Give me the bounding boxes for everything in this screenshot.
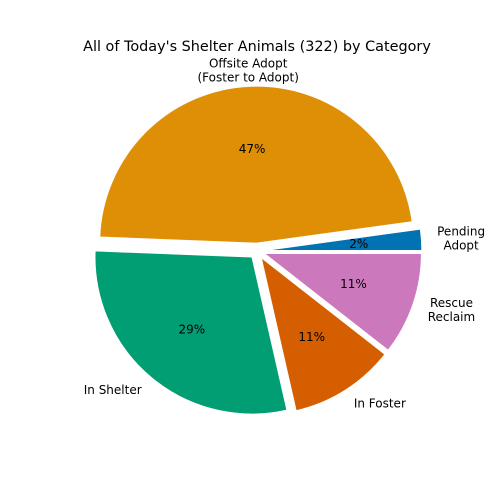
pie-category-label-3: In Foster bbox=[354, 396, 406, 410]
pie-percent-label-4: 11% bbox=[340, 277, 367, 291]
pie-category-label-line: Offsite Adopt bbox=[209, 57, 288, 71]
pie-category-label-line: Adopt bbox=[443, 239, 479, 253]
pie-labels: 2% Pending Adopt 47% Offsite Adopt (Foster to… bbox=[84, 57, 485, 411]
pie-slice-0 bbox=[264, 228, 423, 251]
pie-category-label-line: Rescue bbox=[430, 296, 473, 310]
pie-category-label-line: In Foster bbox=[354, 396, 406, 410]
pie-slice-1 bbox=[99, 85, 413, 244]
pie-category-label-line: (Foster to Adopt) bbox=[197, 71, 298, 85]
pie-category-label-2: In Shelter bbox=[84, 383, 142, 397]
pie-category-label-line: Reclaim bbox=[428, 310, 476, 324]
chart-title: All of Today's Shelter Animals (322) by … bbox=[83, 39, 431, 55]
pie-percent-label-1: 47% bbox=[239, 142, 266, 156]
pie-slice-4 bbox=[262, 253, 422, 351]
pie-category-label-1: Offsite Adopt (Foster to Adopt) bbox=[197, 57, 298, 85]
pie-percent-label-3: 11% bbox=[298, 330, 325, 344]
pie-slices bbox=[94, 85, 423, 415]
pie-slice-2 bbox=[94, 250, 288, 415]
pie-category-label-line: In Shelter bbox=[84, 383, 142, 397]
pie-percent-label-0: 2% bbox=[349, 237, 368, 251]
pie-percent-label-2: 29% bbox=[178, 323, 205, 337]
pie-slice-3 bbox=[260, 256, 386, 412]
pie-category-label-4: Rescue Reclaim bbox=[428, 296, 476, 324]
pie-category-label-line: Pending bbox=[437, 225, 485, 239]
pie-category-label-0: Pending Adopt bbox=[437, 225, 485, 253]
